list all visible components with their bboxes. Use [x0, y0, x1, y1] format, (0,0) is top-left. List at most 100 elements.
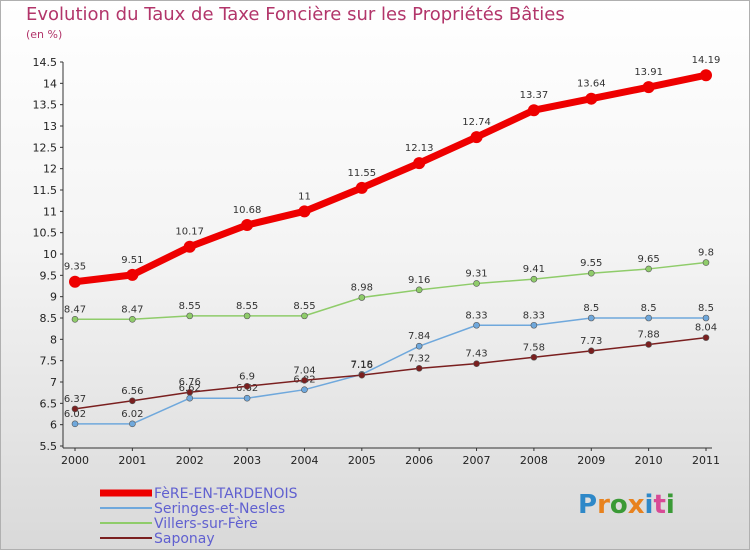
data-point: [530, 353, 538, 361]
series-line: [74, 71, 707, 286]
data-point: [645, 314, 652, 322]
data-label: 8.33: [465, 310, 487, 321]
data-point: [186, 394, 194, 402]
data-label: 6.76: [179, 377, 201, 388]
x-tick-label: 2000: [61, 454, 89, 467]
x-tick-label: 2002: [176, 454, 204, 467]
data-point: [69, 275, 81, 288]
data-point: [358, 294, 366, 301]
data-point: [413, 157, 426, 170]
data-point: [702, 259, 710, 266]
y-tick-label: 11.5: [33, 184, 58, 197]
data-point: [243, 382, 251, 390]
y-tick-label: 13.5: [33, 99, 58, 112]
data-point: [585, 92, 598, 105]
data-label: 8.55: [293, 301, 315, 312]
data-point: [129, 420, 136, 428]
data-label: 6.9: [239, 371, 255, 382]
data-label: 7.32: [408, 353, 430, 364]
data-point: [241, 218, 254, 231]
data-point: [71, 405, 79, 413]
x-tick-label: 2009: [577, 454, 605, 467]
data-label: 13.64: [577, 79, 606, 90]
data-label: 6.56: [121, 386, 143, 397]
data-label: 9.55: [580, 258, 602, 269]
y-tick-label: 7: [50, 376, 57, 389]
data-label: 7.18: [351, 359, 373, 370]
y-tick-label: 12.5: [33, 141, 58, 154]
data-label: 10.68: [233, 205, 262, 216]
data-point: [301, 386, 308, 393]
data-point: [700, 69, 712, 82]
data-label: 9.8: [698, 248, 714, 259]
data-point: [473, 321, 480, 329]
series-line: [75, 317, 706, 425]
data-label: 10.17: [175, 227, 204, 238]
data-label: 8.5: [641, 303, 657, 314]
data-label: 6.62: [179, 383, 201, 394]
data-point: [645, 265, 652, 273]
data-point: [642, 81, 655, 94]
data-point: [301, 376, 308, 384]
data-label: 13.37: [520, 90, 549, 101]
data-label: 7.84: [408, 331, 430, 342]
data-label: 7.04: [293, 365, 315, 376]
data-label: 13.91: [634, 67, 663, 78]
data-point: [129, 315, 136, 323]
x-tick-label: 2010: [635, 454, 663, 467]
y-tick-label: 8.5: [40, 312, 58, 325]
data-point: [470, 131, 483, 144]
data-label: 8.33: [523, 310, 545, 321]
data-point: [301, 312, 308, 320]
data-label: 8.55: [179, 301, 201, 312]
x-tick-label: 2008: [520, 454, 548, 467]
y-tick-label: 10.5: [33, 227, 58, 240]
data-point: [473, 280, 480, 287]
x-tick-label: 2004: [290, 454, 318, 467]
x-tick-label: 2011: [692, 454, 720, 467]
data-label: 8.47: [121, 304, 143, 315]
data-point: [587, 347, 595, 355]
data-point: [71, 420, 79, 428]
logo-letter: i: [644, 490, 654, 520]
data-point: [702, 314, 710, 322]
data-point: [71, 315, 79, 323]
data-point: [183, 240, 196, 253]
y-tick-label: 6.5: [40, 397, 58, 410]
x-tick-label: 2005: [348, 454, 376, 467]
data-label: 9.65: [638, 254, 660, 265]
data-label: 12.74: [462, 117, 491, 128]
y-tick-label: 11: [43, 205, 57, 218]
data-point: [355, 181, 368, 194]
data-point: [298, 205, 311, 218]
y-tick-label: 13: [43, 120, 57, 133]
data-label: 11: [298, 191, 311, 202]
data-point: [415, 342, 423, 350]
data-label: 9.16: [408, 275, 430, 286]
data-point: [415, 365, 423, 372]
data-label: 6.02: [64, 409, 86, 420]
x-tick-label: 2003: [233, 454, 261, 467]
data-point: [527, 104, 540, 117]
data-point: [587, 269, 595, 277]
data-label: 8.5: [583, 303, 599, 314]
data-label: 11.55: [347, 168, 376, 179]
y-unit-label: (en %): [26, 28, 63, 41]
data-label: 9.51: [121, 255, 143, 266]
logo-letter: o: [609, 490, 628, 520]
y-tick-label: 14.5: [33, 56, 58, 69]
data-label: 8.98: [351, 283, 373, 294]
data-label: 12.13: [405, 143, 434, 154]
data-point: [530, 321, 538, 329]
data-point: [702, 334, 710, 341]
data-label: 9.41: [523, 264, 545, 275]
series-line: [75, 261, 707, 321]
data-point: [358, 371, 366, 379]
y-tick-label: 12: [43, 163, 57, 176]
data-label: 8.04: [695, 323, 717, 334]
logo-letter: r: [597, 490, 610, 520]
data-point: [587, 314, 595, 322]
proxiti-logo: Proxiti: [578, 490, 675, 520]
data-point: [243, 312, 251, 320]
